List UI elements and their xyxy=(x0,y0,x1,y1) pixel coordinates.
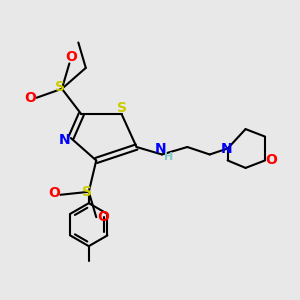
Text: O: O xyxy=(266,154,278,167)
Text: S: S xyxy=(82,185,92,199)
Text: O: O xyxy=(48,186,60,200)
Text: O: O xyxy=(97,210,109,224)
Text: S: S xyxy=(56,80,65,94)
Text: N: N xyxy=(58,133,70,146)
Text: S: S xyxy=(117,100,127,115)
Text: H: H xyxy=(164,152,173,163)
Text: N: N xyxy=(154,142,166,155)
Text: O: O xyxy=(25,91,37,105)
Text: O: O xyxy=(65,50,77,64)
Text: N: N xyxy=(220,142,232,155)
